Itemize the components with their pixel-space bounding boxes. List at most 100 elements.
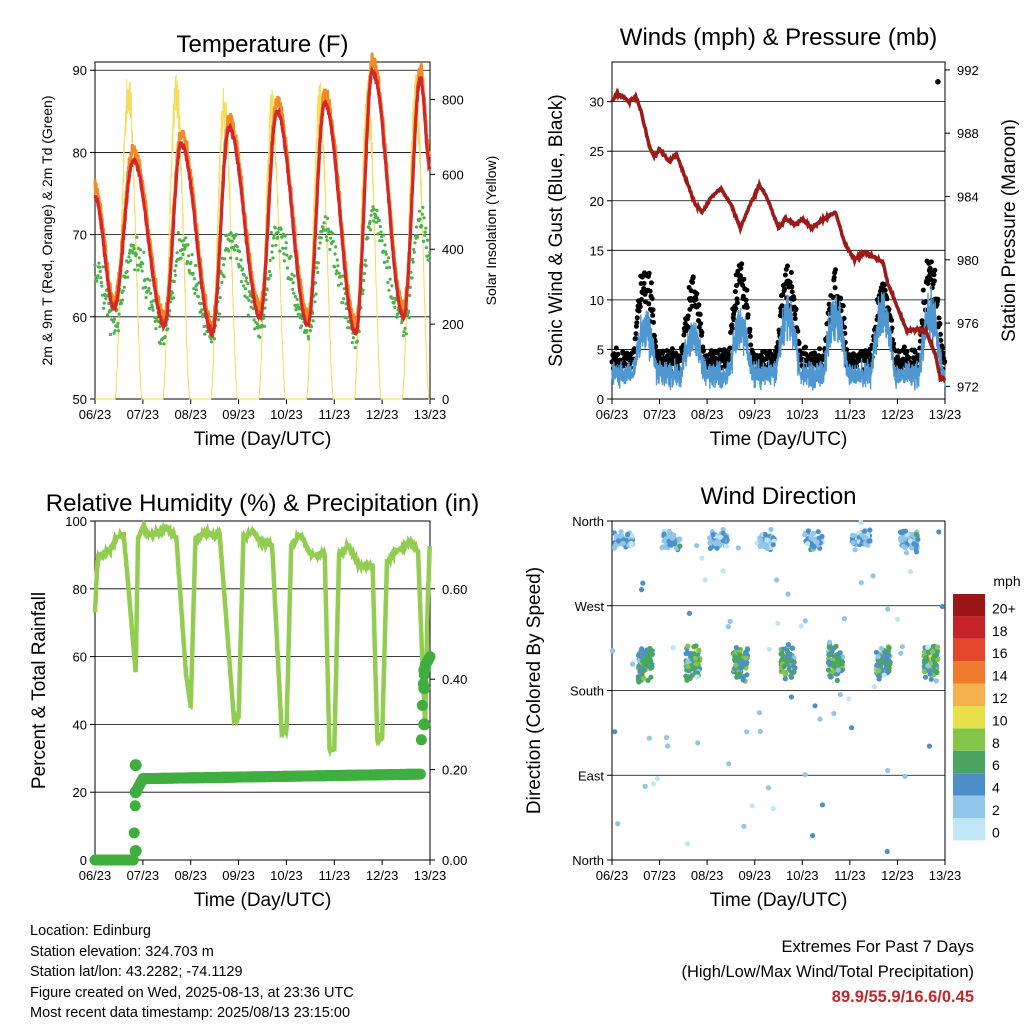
- dewpoint-point: [158, 325, 162, 329]
- direction-point: [898, 650, 904, 656]
- gust-point: [729, 325, 735, 331]
- wind-xtick-label: 13/23: [929, 407, 962, 422]
- dewpoint-point: [297, 307, 301, 311]
- dewpoint-point: [147, 286, 151, 290]
- dewpoint-point: [110, 318, 114, 322]
- direction-point: [699, 555, 705, 561]
- dewpoint-point: [267, 276, 271, 281]
- dewpoint-point: [300, 324, 304, 328]
- gust-point: [646, 270, 652, 276]
- direction-point: [871, 684, 877, 690]
- dewpoint-point: [362, 271, 366, 276]
- gust-point: [734, 296, 740, 302]
- gust-point: [726, 352, 732, 358]
- direction-point: [932, 653, 938, 659]
- direction-point: [790, 663, 796, 669]
- wind-ytick-label: 15: [590, 243, 604, 258]
- direction-point: [782, 676, 788, 682]
- temp-ylabel-right: Solar Insolation (Yellow): [483, 156, 499, 306]
- dewpoint-point: [149, 291, 153, 295]
- direction-point: [639, 646, 645, 652]
- dewpoint-point: [99, 280, 103, 285]
- dewpoint-point: [336, 264, 340, 268]
- precip-point: [128, 827, 140, 839]
- dewpoint-point: [138, 248, 142, 252]
- direction-point: [846, 696, 852, 702]
- gust-point: [938, 337, 944, 343]
- direction-point: [781, 669, 787, 675]
- dewpoint-point: [331, 239, 335, 243]
- dewpoint-point: [143, 278, 147, 282]
- gust-point: [690, 274, 696, 280]
- direction-point: [737, 652, 743, 658]
- dewpoint-point: [290, 272, 294, 276]
- direction-point: [858, 580, 864, 586]
- direction-point: [743, 650, 749, 656]
- gust-point: [748, 342, 754, 348]
- gust-point: [633, 336, 638, 342]
- direction-point: [841, 616, 848, 622]
- hum-y2tick-label: 0.00: [442, 853, 467, 868]
- dewpoint-point: [369, 213, 373, 217]
- direction-point: [898, 535, 904, 541]
- dewpoint-point: [121, 298, 125, 302]
- dewpoint-point: [424, 226, 428, 230]
- dewpoint-point: [151, 308, 155, 312]
- direction-point: [770, 806, 776, 812]
- dir-xtick-label: 13/23: [929, 868, 962, 883]
- dir-xtick-label: 11/23: [834, 868, 866, 883]
- direction-point: [685, 643, 691, 649]
- dewpoint-point: [276, 230, 280, 234]
- dewpoint-point: [344, 302, 348, 306]
- dewpoint-point: [247, 290, 252, 294]
- gust-point: [942, 359, 948, 365]
- wind-xtick-label: 10/23: [786, 407, 819, 422]
- gust-point: [788, 270, 794, 275]
- gust-point: [651, 319, 656, 325]
- hum-ytick-label: 0: [80, 853, 87, 868]
- colorbar-label: 2: [992, 802, 1000, 818]
- direction-point: [802, 772, 808, 778]
- dewpoint-point: [96, 274, 100, 278]
- wind-ylabel-left: Sonic Wind & Gust (Blue, Black): [546, 94, 567, 366]
- direction-point: [726, 761, 732, 767]
- dewpoint-point: [335, 269, 339, 273]
- gust-point: [732, 289, 738, 295]
- direction-point: [883, 656, 890, 662]
- direction-point: [885, 606, 891, 612]
- colorbar-label: 6: [992, 757, 1000, 773]
- wind-y2tick-label: 984: [957, 189, 979, 204]
- direction-point: [661, 531, 667, 537]
- gust-point: [923, 299, 929, 304]
- gust-point: [889, 317, 895, 323]
- dewpoint-point: [234, 232, 238, 236]
- dewpoint-point: [193, 291, 197, 295]
- dewpoint-point: [417, 209, 422, 213]
- wind-xtick-label: 09/23: [738, 407, 771, 422]
- direction-point: [619, 533, 625, 539]
- wind-panel: Winds (mph) & Pressure (mb) 06/23 07/23 08/…: [546, 24, 1020, 450]
- direction-point: [899, 644, 906, 650]
- direction-point: [850, 540, 856, 546]
- location-text: Location: Edinburg: [30, 923, 151, 939]
- direction-point: [723, 543, 730, 549]
- dewpoint-point: [323, 215, 327, 219]
- dewpoint-point: [97, 261, 101, 265]
- colorbar-label: 8: [992, 735, 1000, 751]
- gust-point: [935, 296, 941, 302]
- dewpoint-point: [412, 247, 416, 252]
- direction-point: [924, 656, 930, 662]
- direction-point: [715, 538, 721, 544]
- dewpoint-point: [192, 277, 196, 281]
- direction-point: [850, 532, 856, 538]
- dewpoint-point: [374, 220, 378, 224]
- gust-point: [840, 303, 846, 309]
- dir-title: Wind Direction: [700, 483, 856, 510]
- direction-point: [849, 725, 855, 731]
- dewpoint-point: [102, 306, 106, 310]
- dewpoint-point: [104, 297, 108, 301]
- dewpoint-point: [362, 278, 366, 282]
- dewpoint-point: [247, 298, 251, 302]
- direction-point: [720, 530, 726, 536]
- colorbar-swatch: [953, 773, 985, 796]
